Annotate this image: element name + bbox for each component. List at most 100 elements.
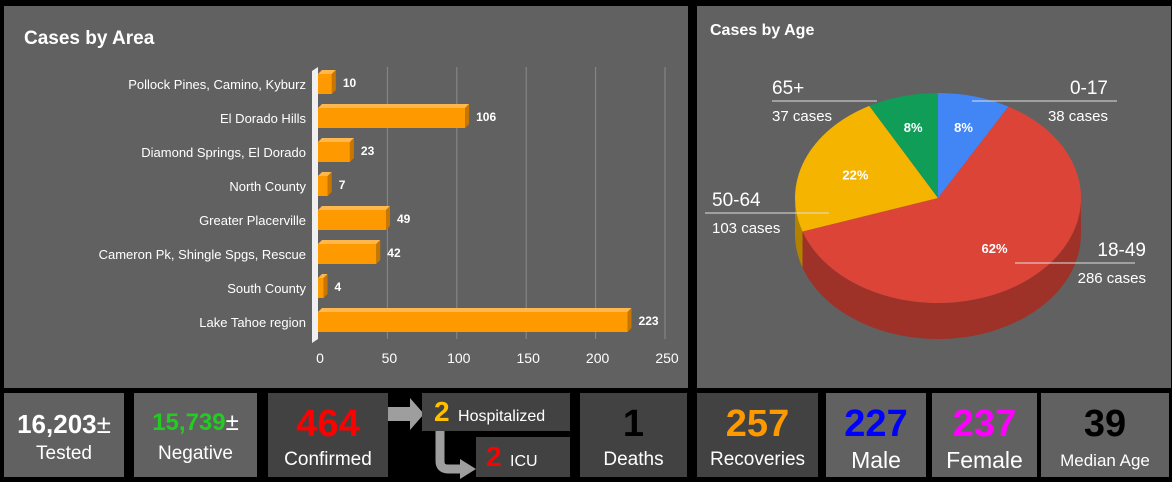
recoveries-stat: 257 Recoveries xyxy=(697,393,818,477)
bar-group xyxy=(318,172,332,196)
pie-age-label: 0-17 xyxy=(1070,78,1108,99)
male-value: 227 xyxy=(844,403,908,445)
bar-value-label: 42 xyxy=(387,246,401,260)
negative-label: Negative xyxy=(158,443,233,464)
bar-value-label: 106 xyxy=(476,110,496,124)
bar-group xyxy=(318,274,328,298)
hospitalized-value: 2 xyxy=(434,396,450,427)
pie-slice-side xyxy=(802,198,1081,339)
x-tick-label: 250 xyxy=(655,350,679,366)
pie-age-label: 18-49 xyxy=(1097,240,1146,261)
female-value: 237 xyxy=(952,403,1017,445)
pie-slice xyxy=(795,105,938,232)
median-age-label: Median Age xyxy=(1060,451,1150,470)
pie-cases-label: 103 cases xyxy=(712,220,780,237)
cases-by-area-panel: Cases by Area 0 50 100 150 200 250 Pollock Pin… xyxy=(4,6,688,388)
bar xyxy=(318,176,328,196)
x-tick-label: 200 xyxy=(586,350,610,366)
bar xyxy=(318,210,387,230)
bar xyxy=(318,312,628,332)
icu-stat: 2 ICU xyxy=(476,437,570,477)
arrow-to-icu xyxy=(435,431,462,474)
category-label: Lake Tahoe region xyxy=(199,315,306,330)
deaths-value: 1 xyxy=(622,403,645,445)
icu-row: 2 ICU xyxy=(486,441,538,473)
category-label: Diamond Springs, El Dorado xyxy=(141,145,306,160)
tested-label: Tested xyxy=(36,443,92,464)
hospitalized-stat: 2 Hospitalized xyxy=(422,393,570,431)
female-stat: 237 Female xyxy=(932,393,1037,477)
bar-group xyxy=(318,138,354,162)
pie-percent-label: 8% xyxy=(954,120,973,135)
recoveries-label: Recoveries xyxy=(709,449,806,470)
bar-top xyxy=(318,308,632,312)
bar-side xyxy=(349,138,354,162)
bar-top xyxy=(318,172,332,176)
pie-slice xyxy=(938,93,1009,198)
category-label: Cameron Pk, Shingle Spgs, Rescue xyxy=(99,247,306,262)
hospitalized-label: Hospitalized xyxy=(458,408,546,425)
pie-slice xyxy=(869,93,938,198)
bar-value-label: 223 xyxy=(639,314,659,328)
x-tick-label: 50 xyxy=(382,350,398,366)
bar-top xyxy=(318,240,381,244)
bar-top xyxy=(318,206,391,210)
x-tick-label: 150 xyxy=(517,350,541,366)
bar-top xyxy=(318,70,336,74)
bar-value-label: 7 xyxy=(339,178,346,192)
bar-group xyxy=(318,104,470,128)
bar-group xyxy=(318,70,336,94)
deaths-label: Deaths xyxy=(603,449,664,470)
pie-age-label: 65+ xyxy=(772,78,804,99)
category-label: Greater Placerville xyxy=(199,213,306,228)
bar xyxy=(318,74,332,94)
bar-group xyxy=(318,240,381,264)
bar-top xyxy=(318,138,354,142)
recoveries-value: 257 xyxy=(725,403,790,445)
icu-label: ICU xyxy=(510,453,538,470)
bar-value-label: 10 xyxy=(343,76,357,90)
axis-wall xyxy=(312,67,318,343)
pie-slice xyxy=(802,106,1082,304)
confirmed-value: 464 xyxy=(296,403,360,445)
pie-age-label: 50-64 xyxy=(712,190,761,211)
pie-percent-label: 62% xyxy=(981,241,1007,256)
tested-stat: 16,203± Tested xyxy=(4,393,124,477)
deaths-stat: 1 Deaths xyxy=(580,393,687,477)
bar-side xyxy=(386,206,391,230)
bar-top xyxy=(318,104,470,108)
category-label: North County xyxy=(229,179,306,194)
age-pie-chart: 8% 62% 22% 8% 0-17 38 cases 18-49 286 cases 50-6… xyxy=(705,78,1146,339)
category-label: El Dorado Hills xyxy=(220,111,306,126)
age-chart-title: Cases by Age xyxy=(710,22,815,39)
bar-side xyxy=(465,104,470,128)
tested-plusminus: ± xyxy=(96,409,111,439)
category-label: Pollock Pines, Camino, Kyburz xyxy=(128,77,306,92)
cases-by-age-panel: Cases by Age 8% 62% 22% 8% 0-17 38 cases 18-49… xyxy=(697,6,1171,388)
female-label: Female xyxy=(946,447,1023,473)
category-label: South County xyxy=(227,281,306,296)
pie-slice-side xyxy=(795,198,803,268)
confirmed-stat: 464 Confirmed xyxy=(268,393,388,477)
arrow-to-hospitalized xyxy=(388,398,424,430)
flow-arrows xyxy=(388,398,476,479)
pie-percent-label: 8% xyxy=(904,120,923,135)
x-tick-label: 100 xyxy=(447,350,471,366)
area-bar-chart: 0 50 100 150 200 250 Pollock Pines, Camino, Ky… xyxy=(99,67,679,366)
bar xyxy=(318,142,350,162)
pie-cases-label: 286 cases xyxy=(1078,270,1146,287)
median-age-stat: 39 Median Age xyxy=(1041,393,1169,477)
male-stat: 227 Male xyxy=(826,393,926,477)
pie-percent-label: 22% xyxy=(842,167,868,182)
bar xyxy=(318,244,377,264)
bar-group xyxy=(318,308,632,332)
negative-stat: 15,739± Negative xyxy=(134,393,257,477)
area-chart-title: Cases by Area xyxy=(24,28,155,49)
bar-side xyxy=(331,70,336,94)
negative-value: 15,739± xyxy=(152,409,239,436)
bar xyxy=(318,108,466,128)
male-label: Male xyxy=(851,447,901,473)
bar-value-label: 49 xyxy=(397,212,411,226)
bar-group xyxy=(318,206,391,230)
pie-cases-label: 37 cases xyxy=(772,108,832,125)
